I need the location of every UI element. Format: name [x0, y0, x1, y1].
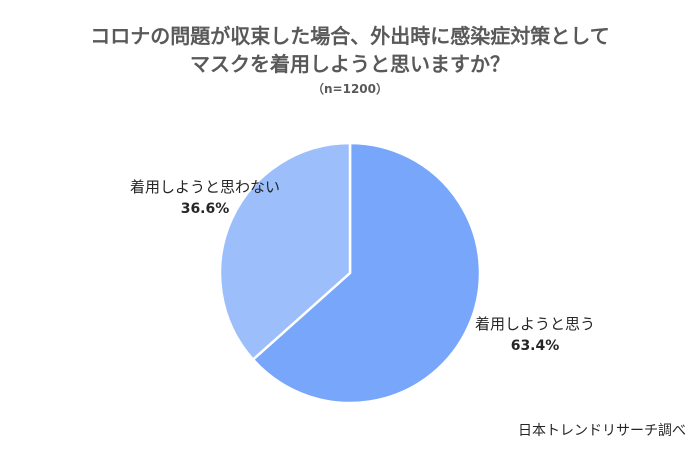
slice-label-wear-text: 着用しようと思う [474, 315, 595, 333]
chart-title-line-2: マスクを着用しようと思いますか？ [190, 52, 510, 76]
source-credit: 日本トレンドリサーチ調べ [518, 423, 686, 439]
chart-title-line-1: コロナの問題が収束した場合、外出時に感染症対策として [90, 24, 610, 48]
slice-label-not-wear-value: 36.6% [180, 201, 230, 217]
pie-slice-not-wear [218, 141, 352, 361]
slice-label-wear-value: 63.4% [510, 338, 560, 354]
slice-label-not-wear: 着用しようと思わない 36.6% [120, 176, 290, 220]
slice-label-wear: 着用しようと思う 63.4% [470, 313, 600, 357]
chart-title: コロナの問題が収束した場合、外出時に感染症対策として マスクを着用しようと思いま… [0, 22, 700, 78]
slice-label-not-wear-text: 着用しようと思わない [129, 178, 280, 196]
chart-subtitle: （n=1200） [312, 82, 388, 96]
pie-slice-wear [251, 141, 482, 405]
